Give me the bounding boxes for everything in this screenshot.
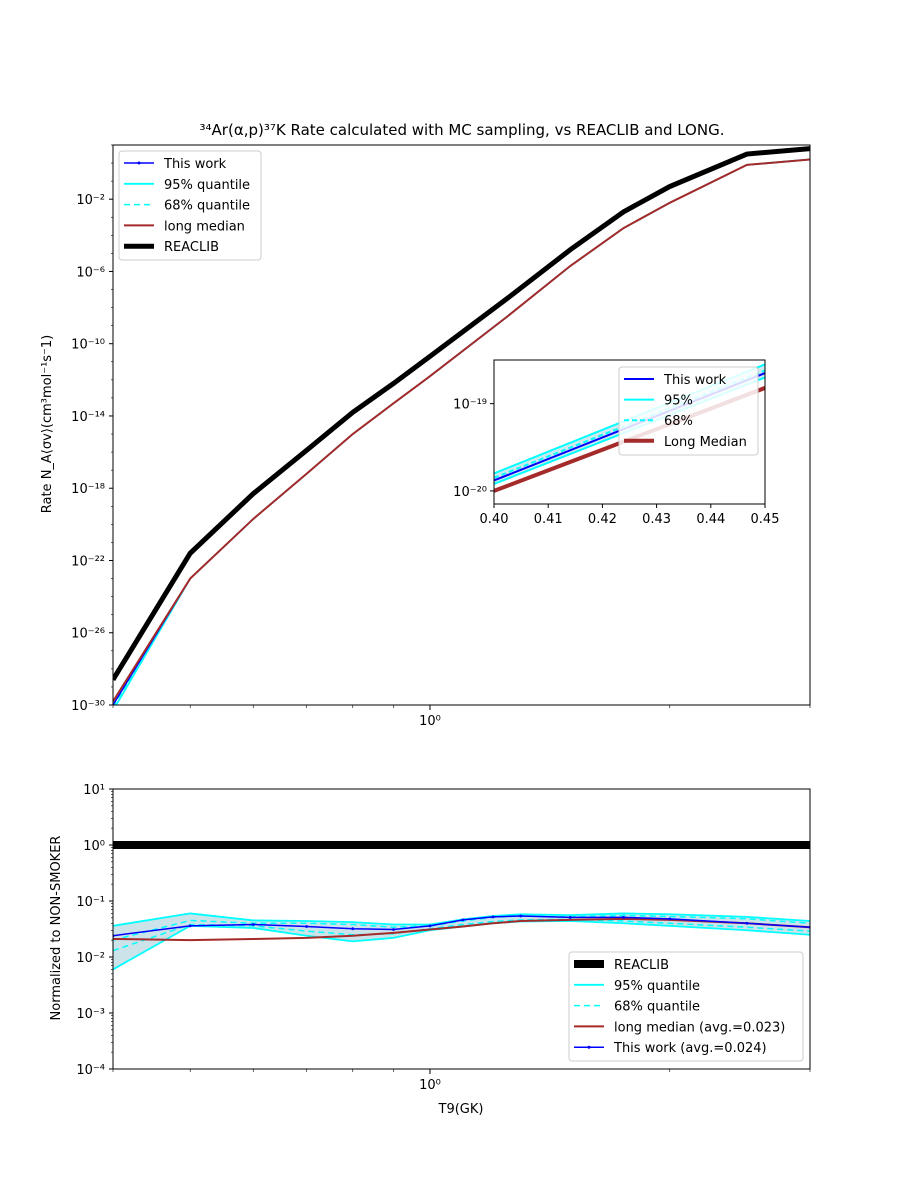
inset-frame [493,359,766,505]
main-legend-label: REACLIB [164,240,219,255]
inset-legend-label: This work [663,373,727,388]
ratio-ytick-label: 10⁻² [76,951,105,966]
ratio-this-work-marker [461,918,465,922]
ratio-plot: 10⁻⁴ 10⁻³ 10⁻² 10⁻¹ 10⁰ 10¹ 10⁰ REACLIB 95% quan… [76,783,811,1093]
ratio-this-work-marker [519,914,523,918]
main-legend-label: This work [163,157,227,172]
ratio-legend-label: REACLIB [614,958,669,973]
main-series-long-median [113,158,810,702]
main-frame [112,144,811,706]
inset-xtick-label: 0.44 [696,512,725,527]
ratio-this-work-marker [305,925,308,928]
inset-xtick-label: 0.45 [751,512,780,527]
main-ytick-label: 10⁻²² [71,554,105,569]
inset-ytick-label: 10⁻¹⁹ [453,398,487,413]
inset-xtick-label: 0.42 [588,512,617,527]
ratio-ytick-label: 10⁻¹ [76,895,105,910]
ratio-legend: REACLIB 95% quantile 68% quantile long medi… [568,951,804,1062]
main-legend-label: long median [164,219,245,234]
main-plot: 10⁻³⁰ 10⁻²⁶ 10⁻²² 10⁻¹⁸ 10⁻¹⁴ 10⁻¹⁰ 10⁻⁶ 10⁻² 10… [71,144,811,729]
ratio-this-work-marker [668,917,672,921]
main-ytick-label: 10⁻¹⁸ [71,482,105,497]
ratio-band [113,913,810,970]
inset-xtick-label: 0.41 [534,512,563,527]
ratio-legend-label: long median (avg.=0.023) [614,1020,785,1035]
main-ytick-label: 10⁻¹⁴ [71,410,105,425]
ratio-this-work-marker [188,924,192,928]
main-xtick-label: 10⁰ [419,714,441,729]
ratio-ylabel: Normalized to NON-SMOKER [49,836,64,1021]
ratio-this-work-marker [351,927,355,931]
inset-legend: This work 95% 68% Long Median [618,366,759,456]
ratio-xtick-label: 10⁰ [419,1078,441,1093]
ratio-series-68-lower [113,918,810,952]
inset-legend-label: 95% [664,394,693,409]
main-series-reaclib [113,146,810,682]
main-ytick-label: 10⁻² [76,193,105,208]
main-legend-label: 95% quantile [164,178,250,193]
ratio-ytick-label: 10¹ [83,783,105,798]
main-legend-label: 68% quantile [164,199,250,214]
main-ytick-label: 10⁻²⁶ [71,627,105,642]
ratio-legend-marker [587,1045,591,1049]
main-legend-marker [137,161,141,165]
main-legend-box [118,150,262,261]
main-ytick-label: 10⁻³⁰ [71,699,105,714]
ratio-ytick-label: 10⁰ [83,839,105,854]
ratio-legend-label: 68% quantile [614,1000,700,1015]
ratio-this-work-marker [568,915,572,919]
inset-legend-label: 68% [664,414,693,429]
ratio-series-long-median [113,917,810,942]
ratio-this-work-marker [745,921,749,925]
inset-plot: 0.40 0.41 0.42 0.43 0.44 0.45 10⁻²⁰ 10⁻¹⁹ This w… [453,359,780,527]
ratio-this-work-marker [491,915,495,919]
ratio-legend-box [568,951,804,1062]
main-ytick-label: 10⁻⁶ [76,265,105,280]
inset-legend-box [618,366,759,456]
ratio-this-work-marker [392,928,395,931]
ratio-ytick-label: 10⁻⁴ [76,1063,105,1078]
main-chart-title: ³⁴Ar(α,p)³⁷K Rate calculated with MC sam… [200,121,725,139]
ratio-legend-label: 95% quantile [614,979,700,994]
inset-xtick-label: 0.40 [480,512,509,527]
main-ytick-label: 10⁻¹⁰ [71,338,105,353]
inset-legend-label: Long Median [664,435,747,450]
ratio-frame [112,788,811,1070]
inset-xtick-label: 0.43 [642,512,671,527]
ratio-this-work-marker [251,923,255,926]
main-legend: This work 95% quantile 68% quantile long me… [118,150,262,261]
ratio-this-work-marker [622,915,625,919]
ratio-this-work-marker [428,924,432,928]
ratio-xlabel: T9(GK) [438,1102,484,1117]
main-ylabel: Rate N_A⟨σv⟩(cm³mol⁻¹s⁻1) [40,335,55,514]
ratio-ytick-label: 10⁻³ [76,1007,105,1022]
ratio-legend-label: This work (avg.=0.024) [613,1041,767,1056]
inset-ytick-label: 10⁻²⁰ [453,485,487,500]
